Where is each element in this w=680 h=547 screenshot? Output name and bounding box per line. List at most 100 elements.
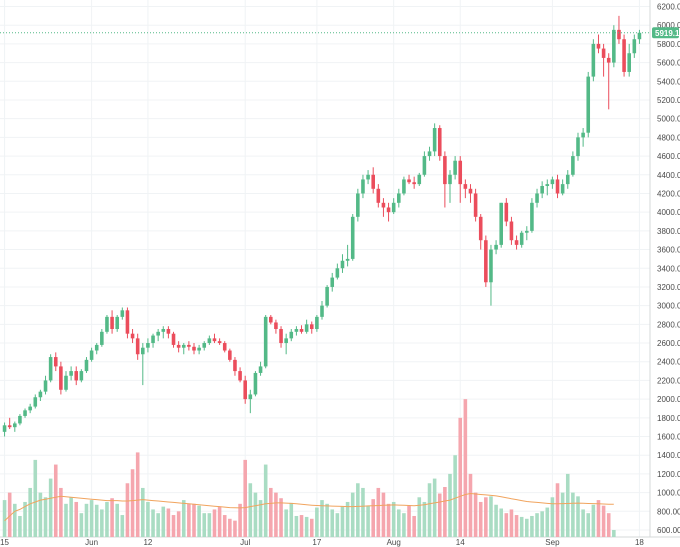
candle-body xyxy=(453,160,457,175)
price-axis-tick-label: 5600.00 xyxy=(657,59,680,68)
candle-body xyxy=(48,357,53,381)
candle xyxy=(74,366,79,386)
volume-bar xyxy=(545,507,550,537)
volume-bar xyxy=(330,509,335,537)
volume-bar xyxy=(407,505,411,537)
volume-bar xyxy=(79,513,84,537)
candle xyxy=(581,128,585,147)
volume-bar xyxy=(494,504,498,537)
candle-body xyxy=(197,347,201,351)
candle-body xyxy=(545,184,550,186)
candle xyxy=(504,198,509,227)
candle-body xyxy=(330,277,335,287)
volume-bar xyxy=(417,497,422,537)
volume-bar xyxy=(530,515,534,537)
volume-bar xyxy=(89,500,94,537)
price-axis-tick-label: 6200.00 xyxy=(657,3,680,12)
candle-body xyxy=(371,174,375,189)
candle xyxy=(453,156,457,180)
volume-bar xyxy=(105,501,109,537)
candle-body xyxy=(478,216,483,241)
candle xyxy=(519,230,524,248)
candle-body xyxy=(402,179,406,194)
price-axis-tick-label: 1400.00 xyxy=(657,451,680,460)
candle xyxy=(309,321,314,334)
candle xyxy=(417,172,422,186)
volume-bar xyxy=(371,499,375,537)
candle-body xyxy=(100,331,104,345)
candle-body xyxy=(212,338,217,342)
candle xyxy=(350,214,355,261)
time-axis-tick-label: Aug xyxy=(387,538,401,547)
candle-body xyxy=(606,57,611,63)
volume-bar xyxy=(386,503,391,537)
time-axis-tick-label: 17 xyxy=(312,538,321,547)
volume-bar xyxy=(243,459,247,537)
volume-bar xyxy=(248,483,253,537)
candle-body xyxy=(627,53,631,72)
candle-body xyxy=(130,333,135,339)
volume-bar xyxy=(141,487,145,537)
volume-bar xyxy=(571,492,575,537)
volume-bar xyxy=(48,478,53,537)
candle-body xyxy=(43,380,48,392)
candle xyxy=(340,254,345,273)
candle-body xyxy=(207,338,212,344)
volume-bar xyxy=(576,496,580,537)
candle-body xyxy=(565,174,570,185)
candle-body xyxy=(115,316,119,330)
candle xyxy=(89,347,94,362)
candle-body xyxy=(601,48,606,58)
candle-body xyxy=(161,329,166,332)
price-axis-tick-label: 600.00 xyxy=(657,526,680,535)
candle-body xyxy=(315,316,319,330)
candle xyxy=(59,361,63,395)
volume-bar xyxy=(514,515,519,537)
candle xyxy=(571,151,575,177)
volume-bar xyxy=(59,487,63,537)
volume-bar xyxy=(84,503,89,537)
price-axis-tick-label: 2200.00 xyxy=(657,376,680,385)
candle xyxy=(463,179,468,199)
candle xyxy=(432,123,437,157)
candle-body xyxy=(141,347,145,355)
volume-bar xyxy=(489,496,493,537)
candle xyxy=(304,319,309,334)
candle xyxy=(402,176,406,196)
volume-bar xyxy=(555,483,560,537)
volume-bar xyxy=(43,497,48,537)
volume-bar xyxy=(2,500,7,537)
candle xyxy=(192,343,196,355)
candle xyxy=(248,389,253,414)
volume-bar xyxy=(345,501,350,537)
price-axis-tick-label: 2600.00 xyxy=(657,339,680,348)
volume-bar xyxy=(448,473,452,537)
candle xyxy=(294,326,299,336)
candle xyxy=(560,179,565,196)
candle xyxy=(637,29,642,44)
candle-body xyxy=(38,391,43,398)
candle xyxy=(632,34,637,58)
candle xyxy=(525,226,529,241)
candle-body xyxy=(560,184,565,194)
candle xyxy=(565,170,570,189)
volume-bar xyxy=(33,459,38,537)
volume-bar xyxy=(69,497,73,537)
candle xyxy=(23,408,27,418)
volume-bar xyxy=(586,513,591,537)
candle xyxy=(187,341,191,351)
candle xyxy=(197,344,201,355)
volume-bar xyxy=(560,492,565,537)
volume-bar xyxy=(217,506,222,537)
volume-bar xyxy=(253,492,258,537)
candle xyxy=(361,174,365,199)
volume-bar xyxy=(207,513,212,537)
candle-body xyxy=(176,344,181,348)
candle xyxy=(371,167,375,194)
candle xyxy=(207,335,212,345)
candle xyxy=(299,325,304,334)
candle-body xyxy=(279,329,283,344)
candle xyxy=(376,184,381,208)
candle-body xyxy=(596,43,601,49)
